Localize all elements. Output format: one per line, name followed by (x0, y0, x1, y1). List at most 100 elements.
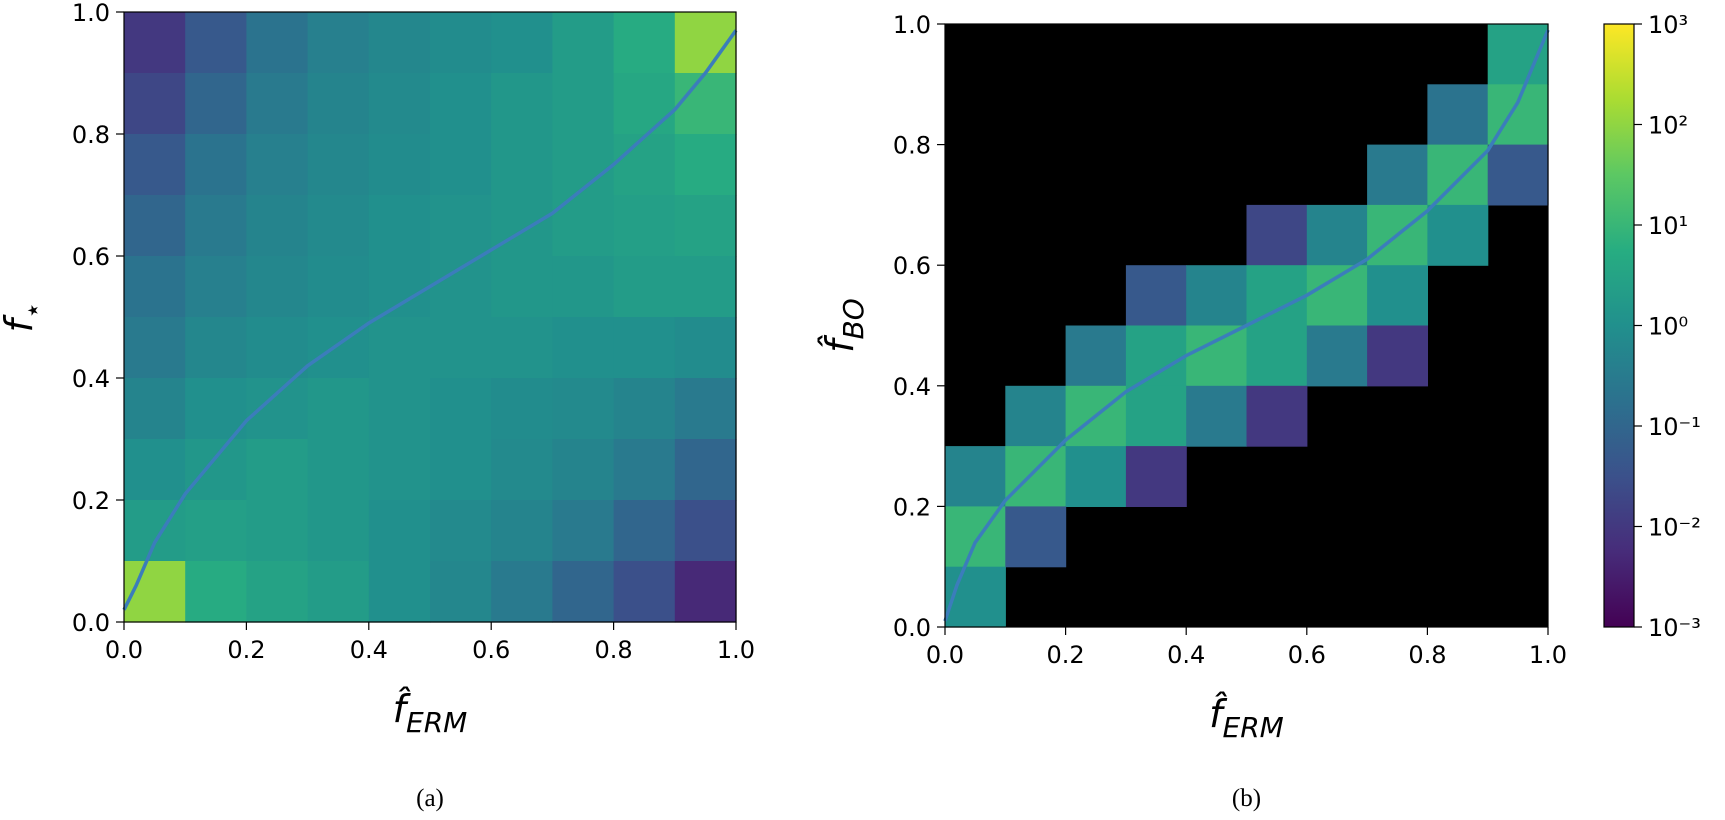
heatmap-cell (552, 256, 615, 318)
heatmap-cell (368, 195, 431, 257)
y-axis-label: f⋆ (0, 302, 49, 333)
heatmap-cell (552, 12, 615, 74)
heatmap-cell (368, 378, 431, 440)
heatmap-cell (368, 500, 431, 562)
heatmap-cell (1125, 446, 1187, 507)
y-tick-label: 1.0 (893, 11, 931, 39)
plot-frame (944, 23, 1549, 628)
heatmap-cell (613, 500, 676, 562)
heatmap-cell (1186, 325, 1248, 387)
y-axis-label: f̂BO (818, 298, 870, 353)
heatmap-cell (491, 134, 553, 196)
heatmap-cell (368, 12, 431, 74)
x-tick-label: 0.8 (595, 636, 633, 664)
heatmap-cell (1367, 325, 1428, 387)
heatmap-cell (124, 378, 186, 440)
heatmap-cell (307, 317, 370, 379)
heatmap-cell (246, 439, 309, 501)
heatmap-cell (368, 439, 431, 501)
heatmap-cell (185, 500, 247, 562)
y-tick-label: 0.2 (893, 493, 931, 521)
x-tick-label: 0.2 (1047, 641, 1085, 669)
heatmap-cell (1427, 144, 1489, 206)
heatmap-cell (1005, 506, 1067, 568)
heatmap-cell (674, 439, 737, 501)
colorbar-tick-label: 10¹ (1648, 212, 1688, 240)
heatmap-cell (124, 12, 186, 74)
heatmap-cell (613, 561, 676, 623)
heatmap-cell (246, 500, 309, 562)
heatmap-cell (1306, 204, 1368, 266)
heatmap-cell (613, 73, 676, 135)
heatmap-cell (368, 73, 431, 135)
x-tick-label: 0.4 (350, 636, 388, 664)
heatmap-cell (368, 134, 431, 196)
heatmap-cell (246, 378, 309, 440)
colorbar-tick-label: 10² (1648, 112, 1688, 140)
x-tick-label: 0.4 (1167, 641, 1205, 669)
caption: (b) (1232, 785, 1261, 812)
colorbar-tick-label: 10⁻³ (1648, 614, 1701, 642)
heatmap-cell (185, 195, 247, 257)
y-tick-label: 0.6 (893, 252, 931, 280)
heatmap-cell (491, 256, 553, 318)
heatmap-cell (1487, 144, 1549, 206)
heatmap-cell (307, 256, 370, 318)
heatmap-cell (674, 317, 737, 379)
heatmap-cell (613, 195, 676, 257)
heatmap-cell (1306, 325, 1368, 387)
heatmap-cell (307, 561, 370, 623)
heatmap-cell (430, 134, 492, 196)
y-tick-label: 0.6 (72, 243, 110, 271)
heatmap-cell (1125, 265, 1187, 327)
colorbar-tick-label: 10⁻¹ (1648, 413, 1701, 441)
heatmap-cell (674, 73, 737, 135)
heatmap-cell (491, 195, 553, 257)
heatmap-cell (246, 561, 309, 623)
heatmap-cell (552, 439, 615, 501)
curve (122, 29, 738, 611)
x-axis-label-sub: ERM (1223, 711, 1284, 744)
heatmap-cell (613, 256, 676, 318)
heatmap-cell (246, 134, 309, 196)
curve (943, 29, 1550, 622)
heatmap-cell (368, 256, 431, 318)
y-tick-label: 0.0 (893, 614, 931, 642)
caption: (a) (416, 785, 444, 812)
heatmap-cell (552, 317, 615, 379)
heatmap-cell (430, 317, 492, 379)
heatmap-cell (1125, 385, 1187, 447)
y-tick-label: 0.4 (72, 365, 110, 393)
heatmap-cell (430, 439, 492, 501)
heatmap-cell (1427, 204, 1489, 266)
heatmap-cell (246, 12, 309, 74)
y-tick-label: 0.4 (893, 373, 931, 401)
heatmap-cell (1306, 265, 1368, 327)
heatmap-cell (613, 378, 676, 440)
colorbar-tick-label: 10⁻² (1648, 514, 1701, 542)
heatmap-cell (1005, 385, 1067, 447)
y-axis-label-sub: ⋆ (16, 302, 49, 320)
heatmap-cell (1246, 204, 1308, 266)
heatmap-cell (307, 500, 370, 562)
heatmap-cell (1367, 265, 1428, 327)
heatmap-cell (945, 446, 1006, 507)
heatmap-cell (491, 561, 553, 623)
colorbar (1603, 23, 1635, 628)
heatmap-cell (613, 134, 676, 196)
heatmap-cell (185, 439, 247, 501)
heatmap-cell (613, 317, 676, 379)
heatmap-cell (246, 73, 309, 135)
heatmap-cell (307, 195, 370, 257)
heatmap-cell (491, 73, 553, 135)
heatmap-cell (491, 500, 553, 562)
heatmap-cell (552, 134, 615, 196)
heatmap-cell (1065, 325, 1127, 387)
heatmap-cell (674, 378, 737, 440)
heatmap-cell (124, 73, 186, 135)
heatmap-cell (552, 500, 615, 562)
x-axis-label: f̂ERM (1209, 692, 1284, 744)
y-tick-label: 0.0 (72, 609, 110, 637)
heatmap-cell (552, 561, 615, 623)
